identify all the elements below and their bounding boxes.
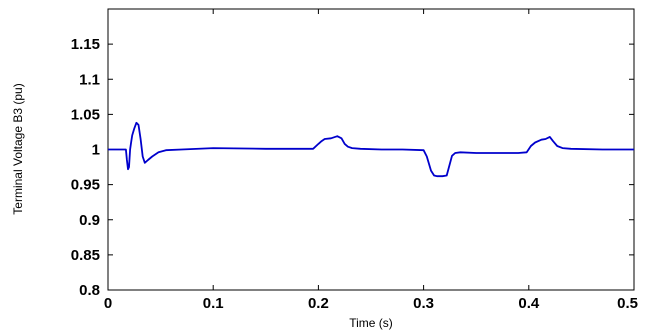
y-tick-label: 0.9 [79,212,100,229]
y-tick-label: 0.8 [79,282,100,299]
x-tick-label: 0 [104,295,112,312]
y-tick-label: 1.1 [79,71,100,88]
y-tick-label: 0.85 [71,247,100,264]
x-axis-ticks: 0 0.1 0.2 0.3 0.4 0.5 [104,9,638,312]
y-axis-label: Terminal Voltage B3 (pu) [11,83,25,214]
x-tick-label: 0.3 [413,295,434,312]
y-tick-label: 1.05 [71,106,100,123]
x-axis-label: Time (s) [349,316,393,330]
x-tick-label: 0.2 [308,295,329,312]
y-tick-label: 0.95 [71,177,100,194]
y-axis-ticks: 0.8 0.85 0.9 0.95 1 1.05 1.1 1.15 [71,36,634,299]
x-tick-label: 0.1 [203,295,224,312]
y-tick-label: 1 [92,142,100,159]
series-line [108,121,634,178]
x-tick-label: 0.5 [617,295,638,312]
x-tick-label: 0.4 [518,295,540,312]
y-tick-label: 1.15 [71,36,100,53]
